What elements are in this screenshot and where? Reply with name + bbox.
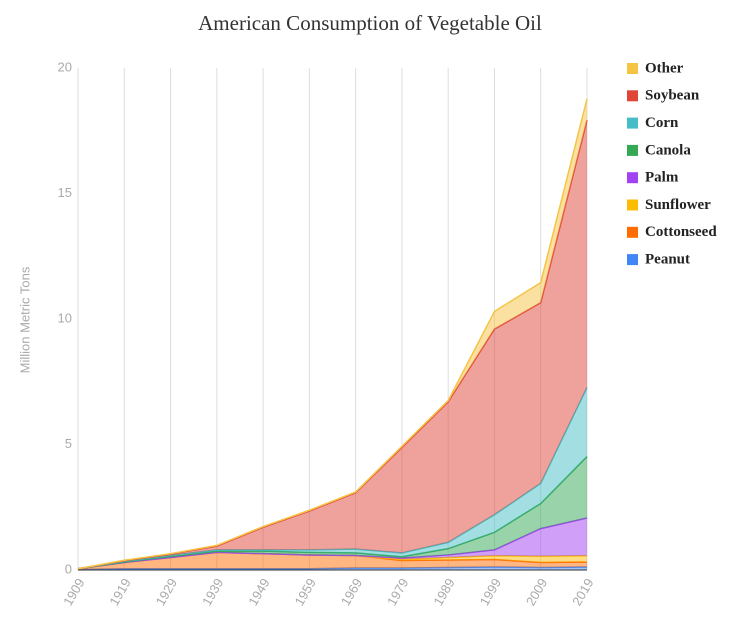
- legend-label: Other: [645, 60, 684, 76]
- x-tick-label: 2009: [523, 576, 550, 609]
- x-tick-label: 1919: [106, 576, 133, 609]
- x-tick-label: 2019: [569, 576, 596, 609]
- legend-swatch: [627, 226, 638, 238]
- area-line: [77, 98, 588, 570]
- y-tick-label: 5: [65, 436, 72, 451]
- y-axis-label: Million Metric Tons: [17, 266, 32, 373]
- legend-label: Soybean: [645, 88, 700, 104]
- x-tick-label: 1929: [153, 576, 180, 609]
- legend-swatch: [627, 90, 638, 102]
- area: [78, 552, 587, 570]
- y-tick-label: 0: [65, 561, 72, 576]
- legend-swatch: [627, 172, 638, 184]
- legend-label: Cottonseed: [645, 224, 717, 240]
- x-tick-label: 1959: [291, 576, 318, 609]
- legend-swatch: [627, 117, 638, 129]
- legend-swatch: [627, 63, 638, 74]
- y-tick-label: 20: [58, 59, 72, 74]
- legend-label: Palm: [645, 170, 679, 186]
- x-tick-label: 1969: [338, 576, 365, 609]
- y-tick-label: 10: [58, 310, 72, 325]
- x-tick-label: 1939: [199, 576, 226, 609]
- legend-label: Corn: [645, 115, 679, 131]
- area: [78, 518, 587, 569]
- area: [78, 98, 587, 569]
- y-tick-label: 15: [58, 185, 72, 200]
- legend-swatch: [627, 199, 638, 211]
- x-tick-label: 1949: [245, 576, 272, 609]
- legend-label: Sunflower: [645, 197, 711, 213]
- legend-label: Peanut: [645, 252, 690, 268]
- x-tick-label: 1999: [477, 576, 504, 609]
- x-tick-label: 1989: [430, 576, 457, 609]
- x-tick-label: 1909: [60, 576, 87, 609]
- chart-title: American Consumption of Vegetable Oil: [198, 11, 542, 35]
- x-tick-label: 1979: [384, 576, 411, 609]
- legend-label: Canola: [645, 142, 691, 158]
- legend-swatch: [627, 144, 638, 156]
- area: [78, 120, 587, 569]
- legend-swatch: [627, 254, 638, 266]
